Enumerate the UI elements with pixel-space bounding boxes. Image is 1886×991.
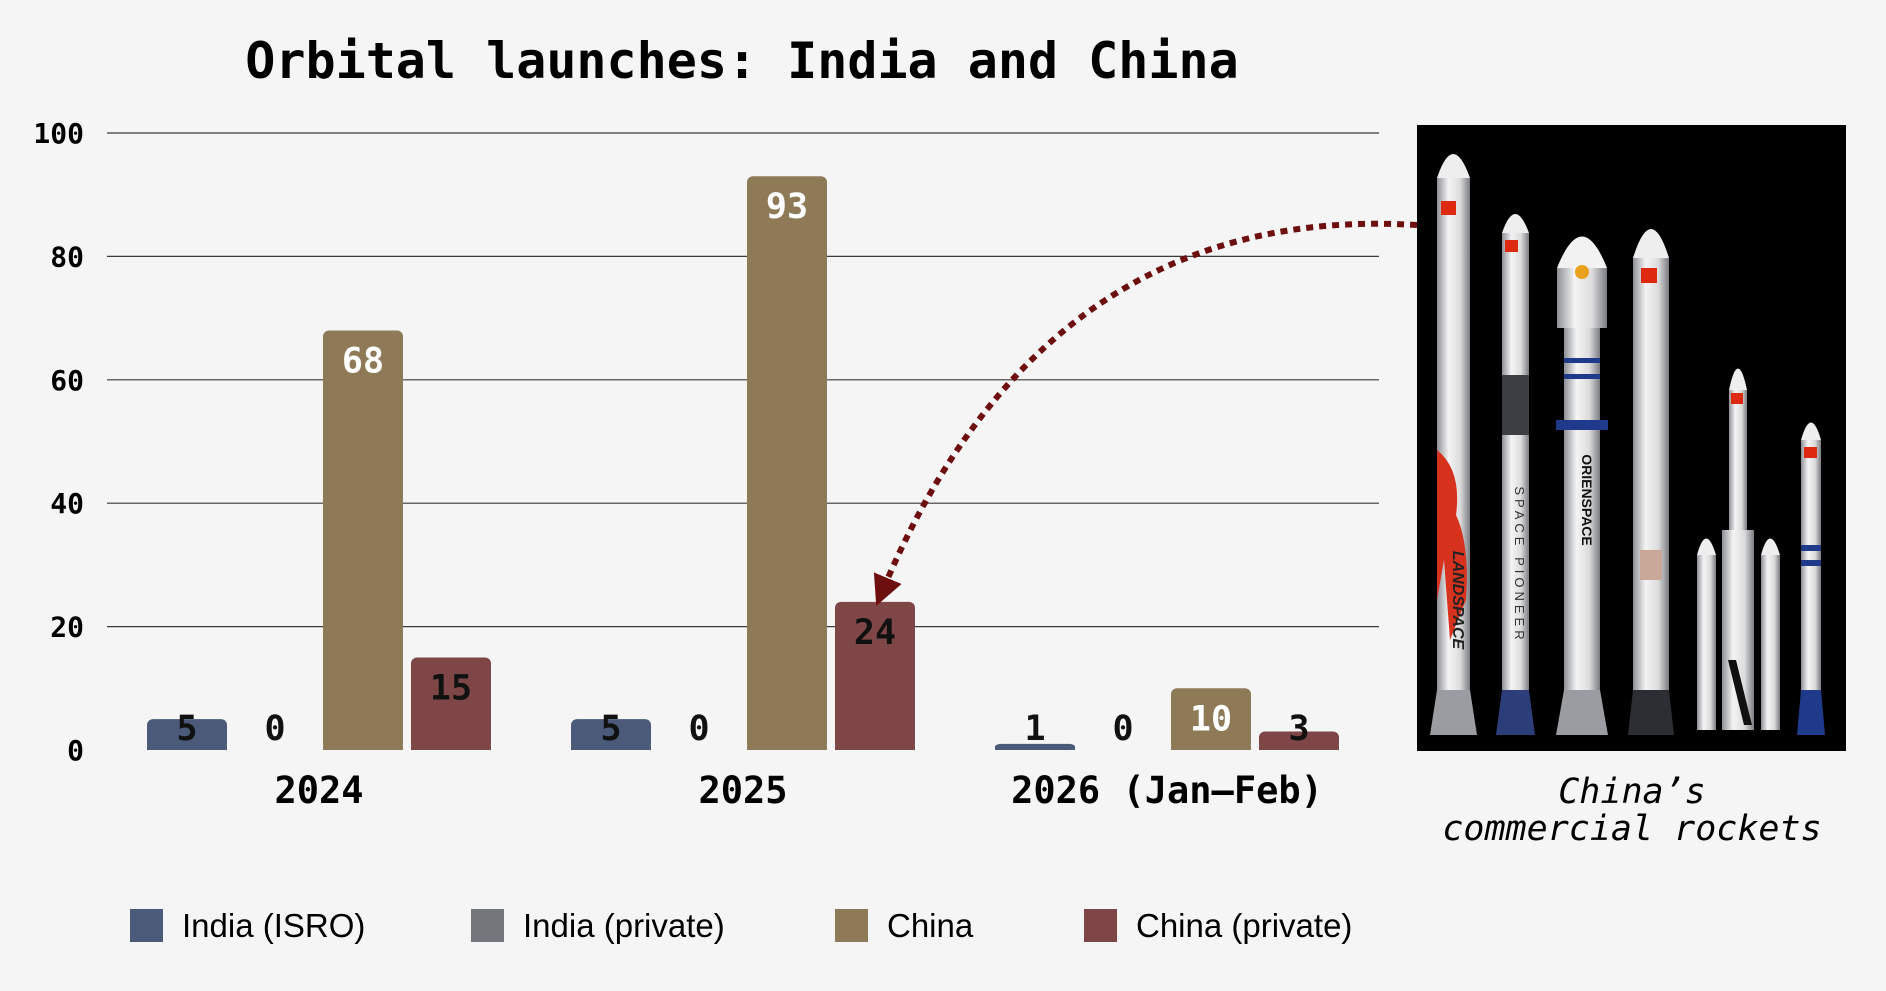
bar [147, 719, 227, 750]
bar [411, 657, 491, 750]
x-category-label: 2025 [698, 769, 787, 812]
rocket-landspace: LANDSPACE [1430, 154, 1477, 735]
logo-icon [1575, 265, 1589, 279]
rocket-text-space-pioneer: SPACE PIONEER [1512, 486, 1527, 643]
bar-base [323, 746, 403, 750]
bar-base [571, 746, 651, 750]
flag-icon [1641, 268, 1657, 283]
category-labels: 2024 2025 2026 (Jan–Feb) [274, 769, 1322, 812]
legend-label: China (private) [1136, 907, 1352, 944]
bar [1259, 731, 1339, 750]
bar [1171, 688, 1251, 750]
bar [323, 330, 403, 750]
bar-base [411, 746, 491, 750]
data-label: 1 [1024, 709, 1045, 749]
data-label: 5 [176, 709, 197, 749]
y-tick-label: 80 [50, 240, 84, 273]
legend-swatch [130, 909, 163, 942]
y-tick-label: 60 [50, 364, 84, 397]
legend-label: India (private) [523, 907, 725, 944]
data-label: 0 [688, 709, 709, 749]
y-tick-label: 20 [50, 611, 84, 644]
data-label: 93 [766, 187, 808, 227]
y-tick-label: 40 [50, 487, 84, 520]
rocket-image-panel: LANDSPACE SPACE PIONEER [1417, 125, 1846, 849]
image-caption-line-2: commercial rockets [1442, 809, 1821, 849]
rocket-text-landspace: LANDSPACE [1449, 551, 1466, 651]
flag-icon [1804, 447, 1817, 458]
bar [747, 176, 827, 750]
bar-base [835, 746, 915, 750]
legend-label: India (ISRO) [182, 907, 365, 944]
data-label: 24 [854, 613, 896, 653]
rocket-text-orienspace: ORIENSPACE [1579, 454, 1595, 546]
rocket-four [1628, 229, 1674, 735]
y-tick-label: 100 [33, 117, 84, 150]
data-label: 15 [430, 668, 472, 708]
bar-base [1171, 746, 1251, 750]
bar [571, 719, 651, 750]
bar-base [995, 746, 1075, 750]
x-category-label: 2024 [274, 769, 363, 812]
annotation-arrow [873, 220, 1418, 606]
rocket-space-pioneer: SPACE PIONEER [1496, 214, 1535, 735]
rocket-image-background [1417, 125, 1846, 751]
flag-icon [1505, 240, 1518, 252]
legend: India (ISRO) India (private) China China (p… [130, 907, 1352, 944]
data-label: 0 [264, 709, 285, 749]
bar-base [147, 746, 227, 750]
bar-base [1259, 746, 1339, 750]
rocket-five [1697, 368, 1780, 730]
legend-swatch [835, 909, 868, 942]
data-label: 10 [1190, 699, 1232, 739]
legend-swatch [471, 909, 504, 942]
data-label: 0 [1112, 709, 1133, 749]
rocket-orienspace: ORIENSPACE [1556, 236, 1608, 735]
data-label: 68 [342, 341, 384, 381]
bar [835, 601, 915, 750]
image-caption-line-1: China’s [1558, 772, 1706, 812]
rocket-six [1797, 422, 1825, 735]
chart-title: Orbital launches: India and China [245, 32, 1238, 90]
data-label: 3 [1288, 709, 1309, 749]
legend-label: China [887, 907, 974, 944]
bar-base [747, 746, 827, 750]
legend-swatch [1084, 909, 1117, 942]
bars [147, 176, 1339, 750]
y-tick-label: 0 [67, 734, 84, 767]
x-category-label: 2026 (Jan–Feb) [1011, 769, 1323, 812]
data-label: 5 [600, 709, 621, 749]
flag-icon [1441, 201, 1456, 215]
flag-icon [1731, 393, 1743, 404]
